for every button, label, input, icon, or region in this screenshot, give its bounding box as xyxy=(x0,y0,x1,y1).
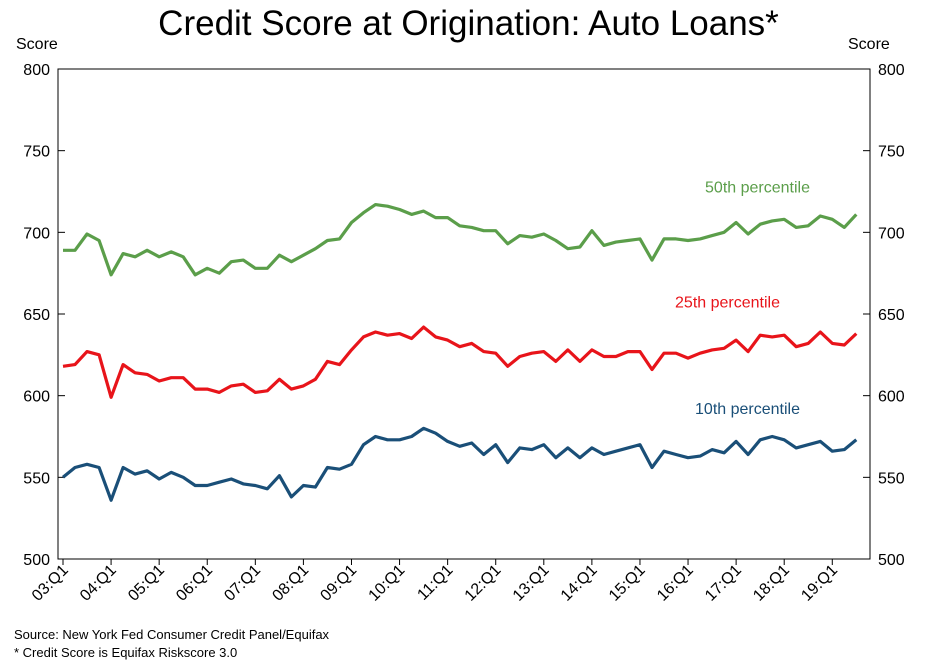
y-tick-label-left: 750 xyxy=(23,144,50,161)
series-label-1: 50th percentile xyxy=(705,179,810,196)
y-tick-label-left: 550 xyxy=(23,470,50,487)
x-tick-label: 13:Q1 xyxy=(510,562,553,605)
y-axis-right: 500 550 600 650 700 750 800 xyxy=(863,62,905,569)
y-axis-left: 500 550 600 650 700 750 800 xyxy=(23,62,65,569)
x-tick-label: 10:Q1 xyxy=(366,562,409,605)
series-label-2: 25th percentile xyxy=(675,295,780,312)
x-tick-label: 16:Q1 xyxy=(654,562,697,605)
series-labels: 50th percentile 25th percentile 10th perce… xyxy=(675,179,810,417)
y-tick-label-right: 550 xyxy=(878,470,905,487)
plot-area-frame xyxy=(57,68,871,560)
x-tick-label: 19:Q1 xyxy=(798,562,841,605)
y-axis-label-right: Score xyxy=(848,36,890,53)
y-tick-label-left: 500 xyxy=(23,552,50,569)
y-tick-label-left: 700 xyxy=(23,225,50,242)
series-label-3: 10th percentile xyxy=(695,401,800,418)
y-tick-label-left: 800 xyxy=(23,62,50,79)
x-tick-label: 12:Q1 xyxy=(462,562,505,605)
x-tick-label: 11:Q1 xyxy=(414,562,456,604)
score-footnote: * Credit Score is Equifax Riskscore 3.0 xyxy=(14,645,238,660)
series-line-2 xyxy=(62,325,858,399)
series-line-3 xyxy=(61,426,858,502)
x-axis: 03:Q1 04:Q1 05:Q1 06:Q1 07:Q1 08:Q1 09:Q1 10:Q1… xyxy=(29,559,841,605)
x-tick-label: 08:Q1 xyxy=(269,562,312,605)
x-tick-label: 04:Q1 xyxy=(77,562,120,605)
y-tick-label-left: 600 xyxy=(23,389,50,406)
y-tick-label-right: 600 xyxy=(878,389,905,406)
x-tick-label: 06:Q1 xyxy=(173,562,216,605)
series-line-1 xyxy=(63,203,858,277)
y-axis-label-left: Score xyxy=(16,36,58,53)
y-tick-label-right: 650 xyxy=(878,307,905,324)
series-lines xyxy=(61,203,858,502)
y-tick-label-right: 800 xyxy=(878,62,905,79)
x-tick-label: 07:Q1 xyxy=(221,562,264,605)
x-tick-label: 09:Q1 xyxy=(317,562,360,605)
x-tick-label: 05:Q1 xyxy=(125,562,168,605)
x-tick-label: 17:Q1 xyxy=(702,562,745,605)
source-note: Source: New York Fed Consumer Credit Pan… xyxy=(14,627,330,642)
x-tick-label: 15:Q1 xyxy=(606,562,649,605)
y-tick-label-right: 500 xyxy=(878,552,905,569)
y-tick-label-right: 700 xyxy=(878,225,905,242)
y-tick-label-right: 750 xyxy=(878,144,905,161)
y-tick-label-left: 650 xyxy=(23,307,50,324)
x-tick-label: 14:Q1 xyxy=(558,562,601,605)
x-tick-label: 18:Q1 xyxy=(750,562,793,605)
chart-title: Credit Score at Origination: Auto Loans* xyxy=(158,4,779,43)
